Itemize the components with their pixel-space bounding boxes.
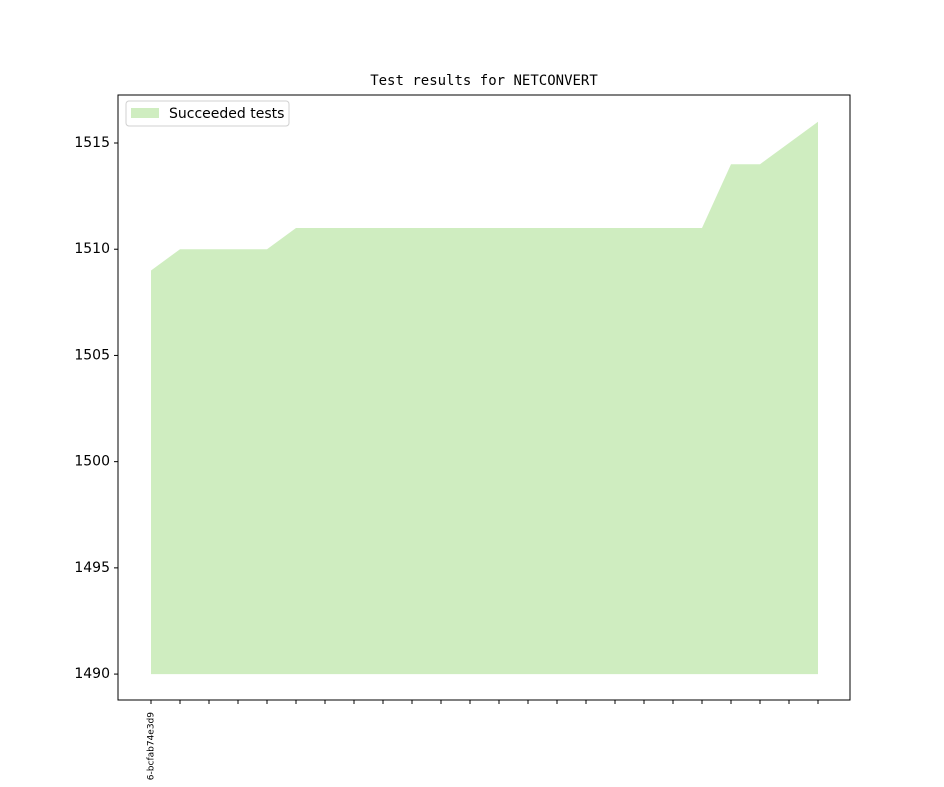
plot-frame	[117, 94, 851, 701]
legend-swatch	[131, 108, 159, 118]
y-tick-label: 1500	[74, 454, 110, 470]
y-tick-label: 1505	[74, 347, 110, 363]
y-tick-label: 1510	[74, 241, 110, 257]
y-tick-label: 1515	[74, 135, 110, 151]
y-tick-label: 1490	[74, 666, 110, 682]
area	[151, 121, 818, 675]
legend-label: Succeeded tests	[169, 106, 284, 122]
x-tick-label: 6-bcfab74e3d9	[147, 712, 157, 780]
legend-box	[125, 100, 290, 127]
y-tick-label: 1495	[74, 560, 110, 576]
chart-title: Test results for NETCONVERT	[370, 73, 598, 89]
